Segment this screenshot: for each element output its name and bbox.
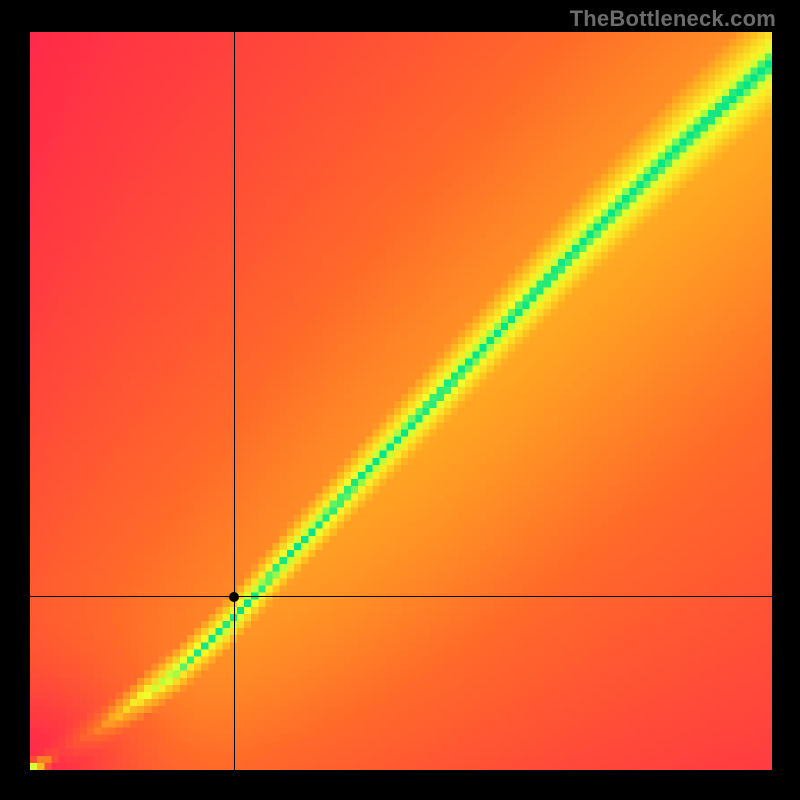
crosshair-vertical <box>234 32 235 770</box>
heatmap-canvas <box>30 32 772 770</box>
plot-area <box>30 32 772 770</box>
data-point-marker <box>229 592 239 602</box>
crosshair-horizontal <box>30 596 772 597</box>
watermark-text: TheBottleneck.com <box>570 6 776 32</box>
chart-container: TheBottleneck.com <box>0 0 800 800</box>
